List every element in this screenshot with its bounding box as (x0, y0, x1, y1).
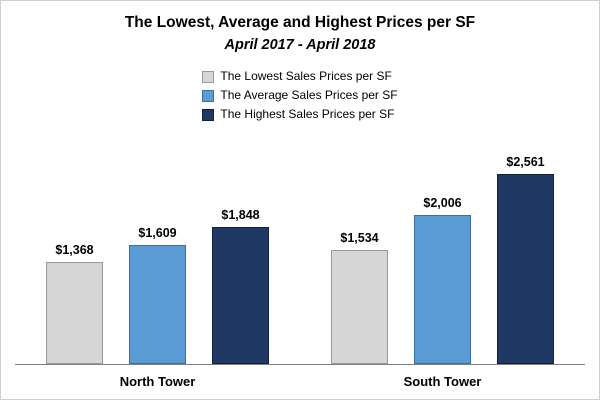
bar (331, 250, 388, 364)
legend-swatch (202, 89, 215, 102)
bar-column: $1,368 (46, 124, 103, 364)
data-label: $1,848 (221, 207, 260, 222)
bar (497, 173, 554, 364)
data-label: $1,368 (55, 243, 94, 258)
bar (414, 215, 471, 364)
bar (46, 262, 103, 364)
bar-group: $1,534 $2,006 $2,561 (300, 124, 585, 364)
data-label: $2,561 (506, 154, 545, 169)
legend: The Lowest Sales Prices per SF The Averag… (202, 67, 398, 124)
bar (129, 244, 186, 364)
bar-column: $2,561 (497, 124, 554, 364)
data-label: $1,534 (340, 231, 379, 245)
legend-item: The Highest Sales Prices per SF (202, 105, 397, 124)
plot-area: $1,368 $1,609 $1,848 $1,534 $2,006 $2,561 (15, 124, 585, 365)
legend-swatch (202, 70, 215, 83)
legend-label: The Lowest Sales Prices per SF (220, 69, 392, 83)
category-label: South Tower (403, 374, 482, 389)
legend-item: The Lowest Sales Prices per SF (202, 67, 397, 86)
bar-column: $1,609 (129, 124, 186, 364)
bar-column: $2,006 (414, 124, 471, 364)
bar-column: $1,534 (331, 124, 388, 364)
bar (212, 226, 269, 364)
data-label: $1,609 (138, 225, 177, 240)
legend-item: The Average Sales Prices per SF (202, 86, 398, 105)
category-label: North Tower (119, 374, 196, 389)
chart-title: The Lowest, Average and Highest Prices p… (124, 14, 476, 31)
legend-label: The Highest Sales Prices per SF (220, 107, 395, 121)
data-label: $2,006 (423, 196, 462, 210)
category-axis: North Tower South Tower (15, 365, 585, 389)
legend-label: The Average Sales Prices per SF (220, 88, 398, 102)
bar-group: $1,368 $1,609 $1,848 (15, 124, 300, 364)
bar-column: $1,848 (212, 124, 269, 364)
chart-subtitle: April 2017 - April 2018 (224, 37, 376, 53)
legend-swatch (202, 108, 215, 121)
